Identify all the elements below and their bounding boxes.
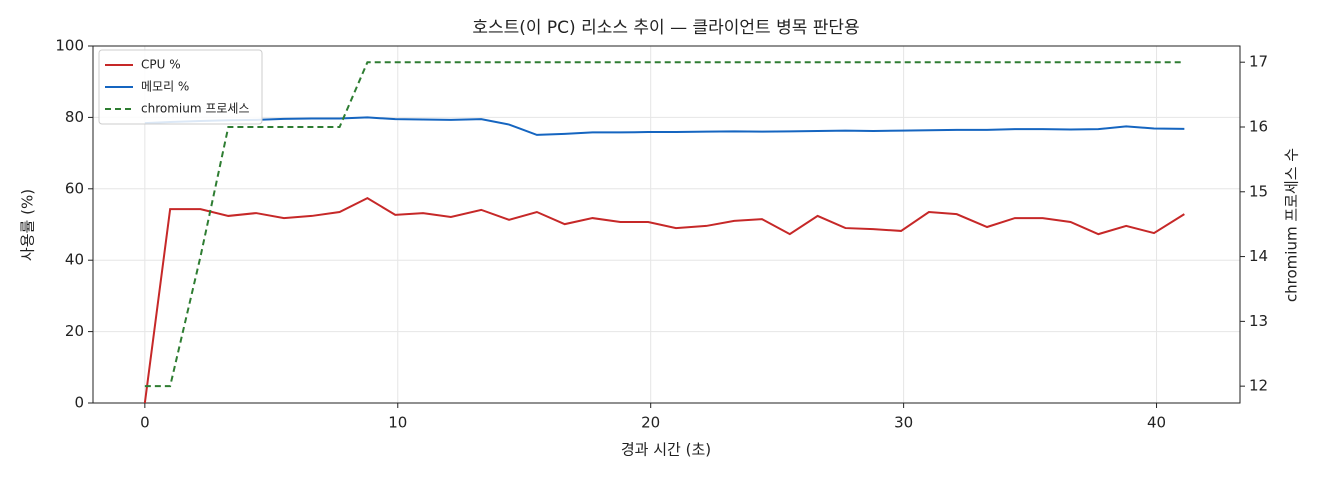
- chart-title: 호스트(이 PC) 리소스 추이 — 클라이언트 병목 판단용: [472, 18, 859, 38]
- data-line: [143, 196, 1185, 404]
- x-axis-label: 경과 시간 (초): [621, 441, 711, 459]
- y2-tick-label: 16: [1249, 117, 1268, 135]
- x-tick-label: 30: [894, 414, 913, 432]
- legend-label: 메모리 %: [141, 80, 189, 94]
- y2-tick-label: 17: [1249, 53, 1268, 71]
- plot-frame: [92, 45, 1241, 404]
- y-tick-label: 100: [55, 37, 84, 55]
- y-tick-label: 20: [65, 322, 84, 340]
- y-tick-label: 80: [65, 108, 84, 126]
- x-tick-label: 20: [641, 414, 660, 432]
- legend-label: chromium 프로세스: [141, 102, 250, 116]
- y-tick-label: 0: [74, 394, 84, 412]
- y2-tick-label: 15: [1249, 182, 1268, 200]
- y2-axis-label: chromium 프로세스 수: [1283, 148, 1301, 302]
- data-line: [144, 61, 1185, 388]
- y2-tick-label: 13: [1249, 312, 1268, 330]
- legend: CPU % 메모리 % chromium 프로세스: [98, 49, 263, 125]
- x-tick-label: 10: [388, 414, 407, 432]
- data-line: [144, 116, 1185, 136]
- y2-tick-label: 14: [1249, 247, 1268, 265]
- y2-tick-label: 12: [1249, 377, 1268, 395]
- legend-frame: [98, 49, 263, 125]
- y-axis-label: 사용률 (%): [19, 189, 37, 261]
- y-tick-label: 40: [65, 251, 84, 269]
- y-tick-label: 60: [65, 179, 84, 197]
- x-tick-label: 0: [140, 414, 150, 432]
- legend-label: CPU %: [141, 58, 181, 72]
- x-tick-label: 40: [1147, 414, 1166, 432]
